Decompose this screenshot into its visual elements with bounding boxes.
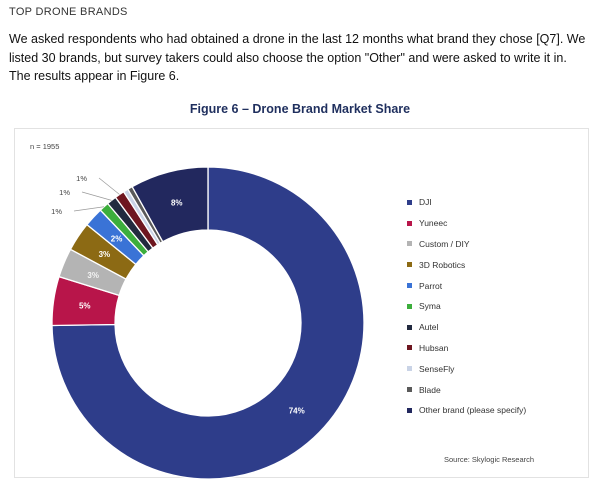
data-label-parrot: 2% <box>111 235 123 244</box>
source-note: Source: Skylogic Research <box>444 455 535 464</box>
legend-label: 3D Robotics <box>419 259 466 270</box>
slice-other-brand-please-specify <box>131 166 209 243</box>
legend-swatch <box>407 303 412 309</box>
legend-swatch <box>407 345 412 351</box>
legend-label: SenseFly <box>419 363 455 374</box>
legend-item-syma: Syma <box>407 296 526 317</box>
leader-line-autel <box>81 191 112 201</box>
section-title: TOP DRONE BRANDS <box>9 6 128 18</box>
legend-swatch <box>407 220 412 226</box>
legend-swatch <box>407 387 412 393</box>
legend-item-autel: Autel <box>407 317 526 338</box>
legend-swatch <box>407 283 412 289</box>
legend-swatch <box>407 407 412 413</box>
legend-label: Custom / DIY <box>419 238 470 249</box>
sample-size-label: n = 1955 <box>30 142 60 151</box>
data-label-other-brand-please-specify: 8% <box>171 198 183 207</box>
legend-item-blade: Blade <box>407 379 526 400</box>
legend-item-dji: DJI <box>407 192 526 213</box>
legend-item-sensefly: SenseFly <box>407 358 526 379</box>
data-label-hubsan: 1% <box>76 174 87 183</box>
data-label-yuneec: 5% <box>79 301 91 310</box>
legend-label: Syma <box>419 301 441 312</box>
data-label-dji: 74% <box>289 406 305 415</box>
legend-label: Yuneec <box>419 218 448 229</box>
legend-item-parrot: Parrot <box>407 275 526 296</box>
intro-paragraph: We asked respondents who had obtained a … <box>9 32 586 83</box>
legend-swatch <box>407 241 412 247</box>
legend-label: Parrot <box>419 280 443 291</box>
legend-swatch <box>407 262 412 268</box>
legend-label: Autel <box>419 322 439 333</box>
legend-label: Other brand (please specify) <box>419 405 527 416</box>
legend-item-hubsan: Hubsan <box>407 338 526 359</box>
legend-item-other-brand-please-specify: Other brand (please specify) <box>407 400 526 421</box>
leader-line-hubsan <box>98 177 120 195</box>
legend-label: Blade <box>419 384 441 395</box>
slice-dji <box>51 166 365 480</box>
legend-label: DJI <box>419 197 432 208</box>
data-label-3d-robotics: 3% <box>99 250 111 259</box>
legend-item-3d-robotics: 3D Robotics <box>407 254 526 275</box>
legend-item-yuneec: Yuneec <box>407 213 526 234</box>
legend-swatch <box>407 324 412 330</box>
legend-swatch <box>407 199 412 205</box>
data-label-autel: 1% <box>59 188 70 197</box>
legend-swatch <box>407 366 412 372</box>
data-label-custom-diy: 3% <box>87 271 99 280</box>
chart-frame <box>14 128 589 478</box>
legend-label: Hubsan <box>419 342 449 353</box>
figure-title: Figure 6 – Drone Brand Market Share <box>189 102 411 116</box>
leader-line-syma <box>73 206 105 212</box>
legend-item-custom-diy: Custom / DIY <box>407 234 526 255</box>
data-label-syma: 1% <box>51 207 62 216</box>
chart-legend: DJI Yuneec Custom / DIY 3D Robotics Parrot Sy… <box>407 192 526 421</box>
